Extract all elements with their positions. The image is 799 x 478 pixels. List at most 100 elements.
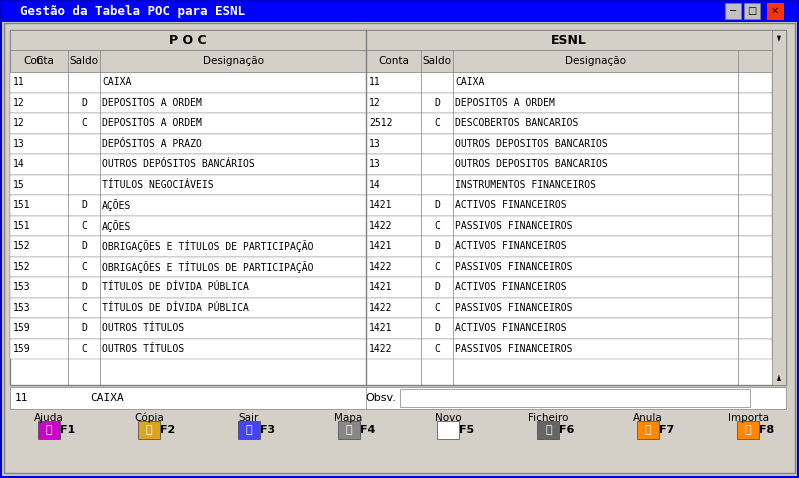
Text: ACTIVOS FINANCEIROS: ACTIVOS FINANCEIROS	[455, 241, 566, 251]
Text: ACTIVOS FINANCEIROS: ACTIVOS FINANCEIROS	[455, 200, 566, 210]
Text: 151: 151	[13, 221, 30, 231]
Text: −: −	[729, 6, 737, 16]
Text: ✕: ✕	[771, 6, 779, 16]
Text: ◄: ◄	[774, 35, 784, 41]
Text: C: C	[434, 344, 440, 354]
Text: 🖼: 🖼	[645, 425, 651, 435]
Text: OUTROS DEPÓSITOS BANCÁRIOS: OUTROS DEPÓSITOS BANCÁRIOS	[102, 159, 255, 169]
Text: OUTROS DEPOSITOS BANCARIOS: OUTROS DEPOSITOS BANCARIOS	[455, 139, 608, 149]
Text: 15: 15	[13, 180, 25, 190]
Text: C: C	[434, 221, 440, 231]
FancyBboxPatch shape	[0, 0, 799, 22]
FancyBboxPatch shape	[337, 421, 360, 439]
FancyBboxPatch shape	[744, 3, 760, 19]
Text: 2512: 2512	[369, 118, 392, 128]
Text: D: D	[434, 282, 440, 292]
Text: 13: 13	[369, 139, 381, 149]
Text: 152: 152	[13, 241, 30, 251]
Text: OBRIGAÇÕES E TÍTULOS DE PARTICIPAÇÃO: OBRIGAÇÕES E TÍTULOS DE PARTICIPAÇÃO	[102, 240, 313, 252]
Text: PASSIVOS FINANCEIROS: PASSIVOS FINANCEIROS	[455, 303, 573, 313]
Text: 1422: 1422	[369, 344, 392, 354]
FancyBboxPatch shape	[772, 30, 786, 385]
Text: 14: 14	[369, 180, 381, 190]
Text: F2: F2	[160, 425, 175, 435]
FancyBboxPatch shape	[10, 93, 772, 113]
Text: 1421: 1421	[369, 323, 392, 333]
Text: Conta: Conta	[23, 56, 54, 66]
Text: DEPOSITOS A ORDEM: DEPOSITOS A ORDEM	[102, 118, 202, 128]
Text: ACTIVOS FINANCEIROS: ACTIVOS FINANCEIROS	[455, 282, 566, 292]
FancyBboxPatch shape	[737, 421, 759, 439]
Text: 🖼: 🖼	[445, 425, 451, 435]
Text: Novo: Novo	[435, 413, 462, 423]
Text: DEPOSITOS A ORDEM: DEPOSITOS A ORDEM	[455, 98, 555, 108]
Text: ►: ►	[774, 374, 784, 380]
Text: 159: 159	[13, 323, 30, 333]
Text: 🖼: 🖼	[46, 425, 52, 435]
Text: 12: 12	[369, 98, 381, 108]
Text: 152: 152	[13, 262, 30, 272]
Text: 11: 11	[15, 393, 29, 403]
Text: C: C	[81, 118, 87, 128]
Text: F6: F6	[559, 425, 574, 435]
FancyBboxPatch shape	[10, 154, 772, 174]
Text: 🖼: 🖼	[345, 425, 352, 435]
Text: D: D	[81, 282, 87, 292]
Text: Gestão da Tabela POC para ESNL: Gestão da Tabela POC para ESNL	[20, 4, 245, 18]
Text: Conta: Conta	[378, 56, 409, 66]
FancyBboxPatch shape	[10, 338, 772, 359]
Text: PASSIVOS FINANCEIROS: PASSIVOS FINANCEIROS	[455, 221, 573, 231]
Text: 159: 159	[13, 344, 30, 354]
FancyBboxPatch shape	[10, 72, 772, 93]
Text: TÍTULOS DE DÍVIDA PÚBLICA: TÍTULOS DE DÍVIDA PÚBLICA	[102, 303, 248, 313]
Text: D: D	[434, 98, 440, 108]
Text: D: D	[81, 200, 87, 210]
Text: Saldo: Saldo	[423, 56, 451, 66]
Text: CAIXA: CAIXA	[90, 393, 124, 403]
Text: 13: 13	[13, 139, 25, 149]
Text: 1421: 1421	[369, 282, 392, 292]
Text: P O C: P O C	[169, 33, 207, 46]
Text: ACTIVOS FINANCEIROS: ACTIVOS FINANCEIROS	[455, 323, 566, 333]
Text: C: C	[81, 344, 87, 354]
FancyBboxPatch shape	[10, 133, 772, 154]
FancyBboxPatch shape	[767, 3, 783, 19]
Text: 12: 12	[13, 118, 25, 128]
Text: Anula: Anula	[634, 413, 663, 423]
FancyBboxPatch shape	[38, 421, 60, 439]
Text: OUTROS TÍTULOS: OUTROS TÍTULOS	[102, 344, 185, 354]
Text: 11: 11	[369, 77, 381, 87]
Text: Ficheiro: Ficheiro	[528, 413, 569, 423]
Text: 1421: 1421	[369, 200, 392, 210]
Text: C: C	[434, 303, 440, 313]
Text: Sair: Sair	[238, 413, 259, 423]
Text: Mapa: Mapa	[335, 413, 363, 423]
Text: ESNL: ESNL	[551, 33, 587, 46]
Text: CAIXA: CAIXA	[455, 77, 484, 87]
FancyBboxPatch shape	[10, 216, 772, 236]
Text: D: D	[81, 98, 87, 108]
FancyBboxPatch shape	[437, 421, 459, 439]
Text: 14: 14	[13, 159, 25, 169]
Text: 1421: 1421	[369, 241, 392, 251]
FancyBboxPatch shape	[10, 387, 786, 409]
FancyBboxPatch shape	[10, 257, 772, 277]
Text: 11: 11	[13, 77, 25, 87]
FancyBboxPatch shape	[10, 318, 772, 338]
Text: D: D	[81, 241, 87, 251]
Text: OUTROS TÍTULOS: OUTROS TÍTULOS	[102, 323, 185, 333]
FancyBboxPatch shape	[10, 113, 772, 133]
Text: 153: 153	[13, 303, 30, 313]
Text: 🖼: 🖼	[545, 425, 551, 435]
Text: 🖼: 🖼	[745, 425, 751, 435]
Text: C: C	[434, 118, 440, 128]
Text: AÇÕES: AÇÕES	[102, 220, 131, 232]
Text: C: C	[434, 262, 440, 272]
Text: Ajuda: Ajuda	[34, 413, 64, 423]
Text: C: C	[35, 56, 42, 66]
FancyBboxPatch shape	[10, 174, 772, 195]
FancyBboxPatch shape	[10, 236, 772, 257]
Text: C: C	[81, 262, 87, 272]
Text: D: D	[434, 241, 440, 251]
Text: C: C	[81, 221, 87, 231]
